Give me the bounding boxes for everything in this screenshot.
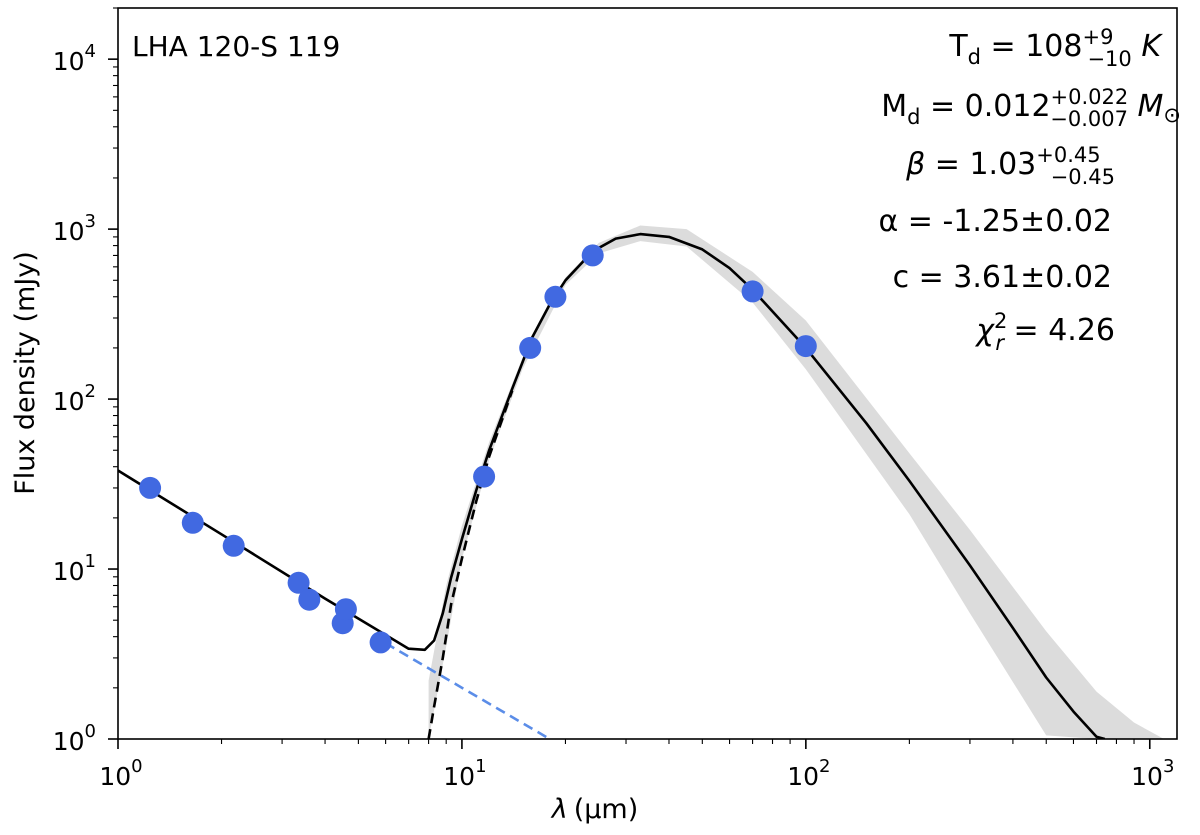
photometry-point <box>519 336 542 359</box>
photometry-point <box>139 476 162 499</box>
dust-component-line <box>427 390 514 739</box>
y-tick-label: 104 <box>53 41 96 76</box>
y-tick-label: 102 <box>53 381 96 416</box>
photometry-point <box>222 534 245 557</box>
photometry-point <box>334 598 357 621</box>
uncertainty-band-layer <box>428 225 1165 739</box>
photometry-point <box>287 571 310 594</box>
x-axis-label: λ (μm) <box>550 794 639 825</box>
photometry-point-layer <box>139 244 817 654</box>
stellar-power-law-line <box>384 642 551 739</box>
model-line-layer <box>118 232 1106 739</box>
annotation-md: Md = 0.012+0.022 −0.007 M⊙ <box>881 85 1181 131</box>
axis-tick-labels: 100 101 102 103 100 101 102 103 104 <box>53 41 1175 791</box>
total-model-line <box>118 232 1106 739</box>
x-axis-unit: (μm) <box>574 794 639 825</box>
annotation-td: Td = 108+9 −10 K <box>948 25 1163 71</box>
y-tick-label: 103 <box>53 211 96 246</box>
photometry-point <box>544 285 567 308</box>
y-axis-label: Flux density (mJy) <box>10 251 41 495</box>
photometry-point <box>181 511 204 534</box>
annotation-chi2: χ2 r = 4.26 <box>974 309 1115 355</box>
x-tick-label: 102 <box>787 756 830 791</box>
annotation-beta: β = 1.03+0.45 −0.45 <box>905 143 1115 189</box>
x-tick-label: 100 <box>99 756 142 791</box>
photometry-point <box>473 465 496 488</box>
photometry-point <box>741 280 764 303</box>
photometry-point <box>794 335 817 358</box>
photometry-point <box>298 588 321 611</box>
annotation-c: c = 3.61±0.02 <box>893 260 1112 295</box>
y-tick-label: 100 <box>53 721 96 756</box>
object-name-label: LHA 120-S 119 <box>132 30 340 63</box>
plot-frame <box>117 7 1178 740</box>
annotation-alpha: α = -1.25±0.02 <box>878 204 1112 239</box>
photometry-point <box>369 631 392 654</box>
y-tick-label: 101 <box>53 551 96 586</box>
x-tick-label: 103 <box>1131 756 1174 791</box>
photometry-point <box>581 244 604 267</box>
axis-ticks <box>108 7 1151 749</box>
x-axis-symbol: λ <box>550 794 568 825</box>
model-uncertainty-band <box>428 225 1165 739</box>
x-tick-label: 101 <box>443 756 486 791</box>
